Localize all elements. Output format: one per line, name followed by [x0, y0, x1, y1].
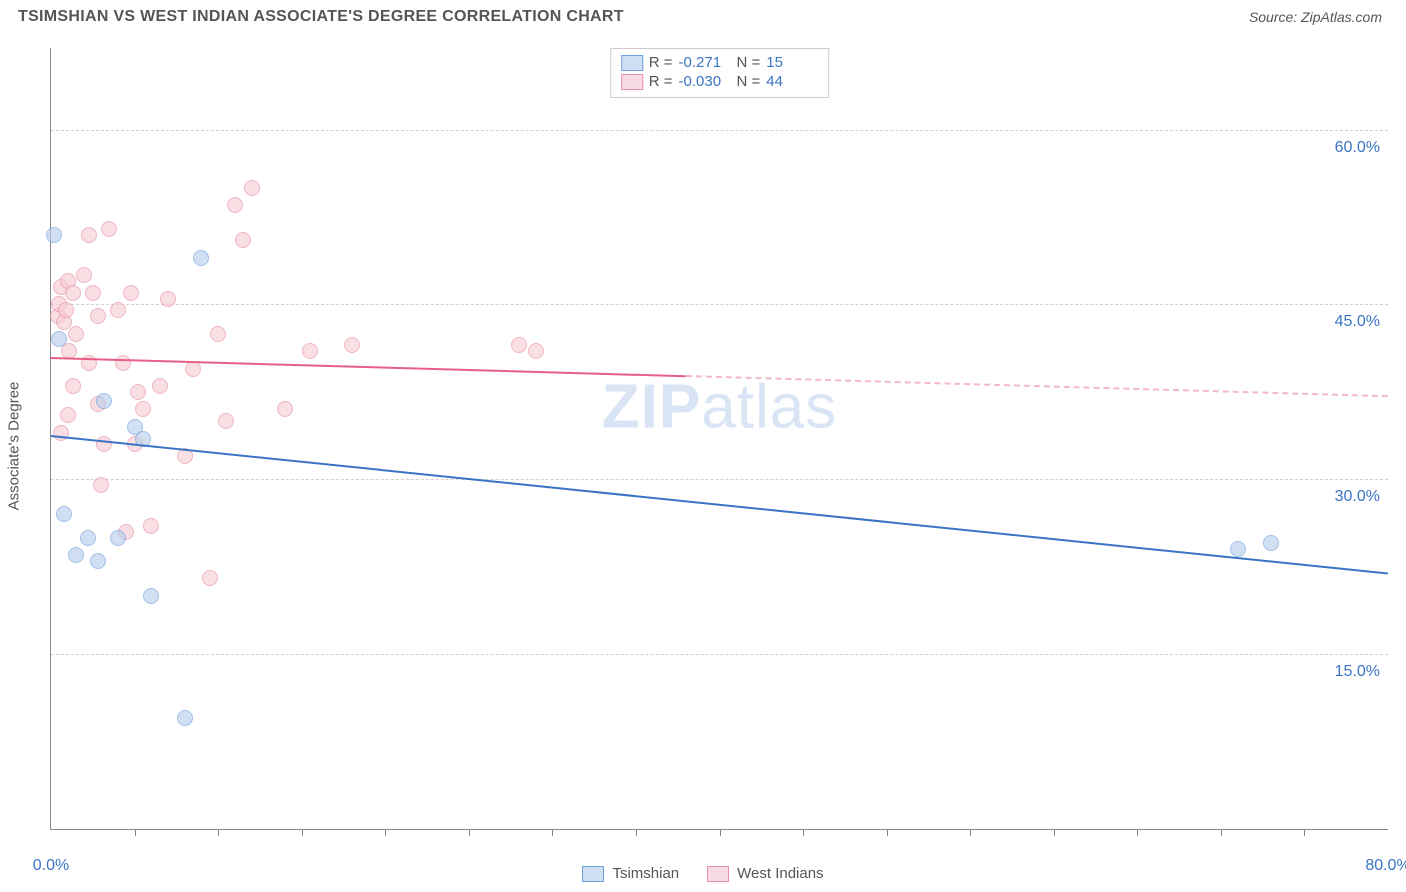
data-point: [227, 197, 243, 213]
data-point: [344, 337, 360, 353]
data-point: [202, 570, 218, 586]
swatch-icon: [707, 866, 729, 882]
source-attribution: Source: ZipAtlas.com: [1249, 9, 1382, 25]
swatch-icon: [621, 74, 643, 90]
gridline: [51, 304, 1388, 305]
trend-line: [51, 357, 686, 377]
x-tick: [218, 829, 219, 836]
gridline: [51, 479, 1388, 480]
data-point: [65, 378, 81, 394]
data-point: [143, 518, 159, 534]
x-tick: [469, 829, 470, 836]
x-tick: [887, 829, 888, 836]
stats-row-west-indians: R = -0.030 N = 44: [621, 72, 819, 91]
data-point: [193, 250, 209, 266]
data-point: [130, 384, 146, 400]
data-point: [135, 401, 151, 417]
legend-item-west-indians: West Indians: [707, 865, 823, 882]
data-point: [152, 378, 168, 394]
chart-plot-area: 15.0%30.0%45.0%60.0%0.0%80.0% ZIPatlas R…: [50, 48, 1388, 830]
chart-title: TSIMSHIAN VS WEST INDIAN ASSOCIATE'S DEG…: [18, 8, 624, 26]
trend-line: [686, 375, 1388, 397]
data-point: [210, 326, 226, 342]
data-point: [110, 530, 126, 546]
data-point: [110, 302, 126, 318]
data-point: [56, 506, 72, 522]
data-point: [85, 285, 101, 301]
gridline: [51, 130, 1388, 131]
data-point: [58, 302, 74, 318]
legend-item-tsimshian: Tsimshian: [582, 865, 679, 882]
x-tick: [803, 829, 804, 836]
legend: Tsimshian West Indians: [0, 865, 1406, 882]
x-tick: [970, 829, 971, 836]
data-point: [115, 355, 131, 371]
x-tick: [385, 829, 386, 836]
trend-line: [51, 435, 1388, 575]
data-point: [511, 337, 527, 353]
data-point: [1230, 541, 1246, 557]
data-point: [96, 436, 112, 452]
x-tick: [135, 829, 136, 836]
data-point: [302, 343, 318, 359]
stats-row-tsimshian: R = -0.271 N = 15: [621, 53, 819, 72]
data-point: [51, 331, 67, 347]
data-point: [235, 232, 251, 248]
x-tick: [1221, 829, 1222, 836]
data-point: [90, 308, 106, 324]
y-axis-title: Associate's Degree: [6, 382, 23, 511]
data-point: [68, 326, 84, 342]
data-point: [177, 710, 193, 726]
y-tick-label: 45.0%: [1335, 313, 1380, 331]
data-point: [65, 285, 81, 301]
data-point: [218, 413, 234, 429]
x-tick: [302, 829, 303, 836]
data-point: [127, 419, 143, 435]
x-tick: [720, 829, 721, 836]
data-point: [244, 180, 260, 196]
data-point: [80, 530, 96, 546]
data-point: [68, 547, 84, 563]
x-tick: [1304, 829, 1305, 836]
data-point: [81, 227, 97, 243]
data-point: [96, 393, 112, 409]
x-tick: [1137, 829, 1138, 836]
y-tick-label: 30.0%: [1335, 488, 1380, 506]
data-point: [60, 407, 76, 423]
stats-panel: R = -0.271 N = 15 R = -0.030 N = 44: [610, 48, 830, 98]
data-point: [160, 291, 176, 307]
swatch-icon: [582, 866, 604, 882]
data-point: [1263, 535, 1279, 551]
x-tick: [1054, 829, 1055, 836]
gridline: [51, 654, 1388, 655]
data-point: [123, 285, 139, 301]
data-point: [277, 401, 293, 417]
data-point: [76, 267, 92, 283]
x-tick: [552, 829, 553, 836]
data-point: [90, 553, 106, 569]
data-point: [93, 477, 109, 493]
y-tick-label: 15.0%: [1335, 663, 1380, 681]
x-tick: [636, 829, 637, 836]
y-tick-label: 60.0%: [1335, 139, 1380, 157]
data-point: [143, 588, 159, 604]
data-point: [528, 343, 544, 359]
swatch-icon: [621, 55, 643, 71]
data-point: [46, 227, 62, 243]
data-point: [101, 221, 117, 237]
